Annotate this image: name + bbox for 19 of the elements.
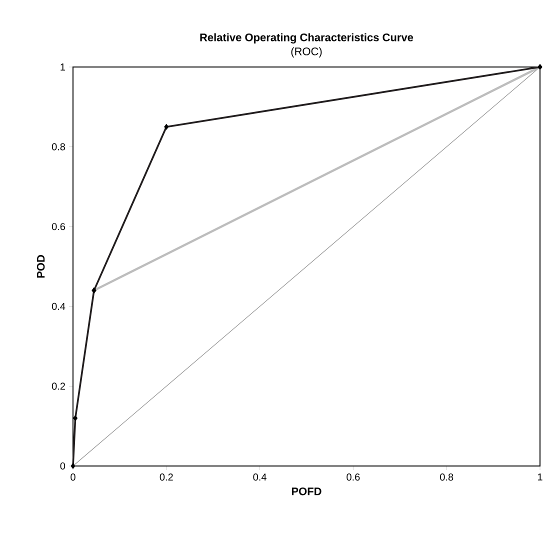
y-tick-label: 0.4 — [52, 302, 66, 310]
x-tick-label: 0.8 — [440, 474, 454, 481]
x-tick-label: 0.2 — [160, 474, 173, 481]
y-tick-label: 0.8 — [52, 143, 66, 150]
chart-title: Relative Operating Characteristics Curve — [200, 33, 414, 44]
x-tick-label: 0.6 — [346, 474, 360, 481]
chart-subtitle: (ROC) — [291, 47, 322, 58]
y-axis-title: POD — [36, 255, 45, 278]
y-tick-label: 0.6 — [52, 223, 66, 230]
y-tick-label: 1 — [60, 64, 65, 70]
point — [73, 415, 78, 422]
y-tick-label: 0.2 — [52, 382, 65, 390]
x-tick-label: 1 — [538, 474, 542, 480]
x-tick-label: 0.4 — [253, 474, 266, 481]
x-tick-label: 0 — [70, 474, 76, 481]
y-tick-label: 0 — [60, 462, 66, 470]
point — [164, 124, 169, 130]
x-axis-title: POFD — [292, 487, 322, 496]
point — [70, 463, 76, 469]
